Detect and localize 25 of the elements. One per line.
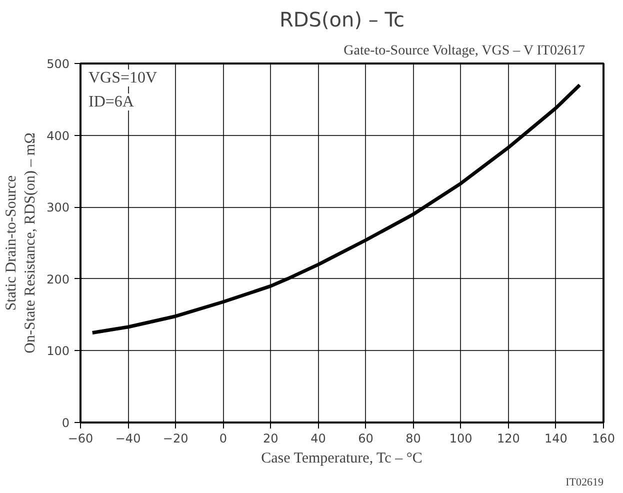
x-tick-label: 80 [406, 432, 421, 446]
y-tick-label: 100 [46, 344, 70, 358]
y-tick-label: 0 [62, 416, 70, 430]
annotation: ID=6A [88, 94, 134, 110]
x-tick-label: −20 [162, 432, 188, 446]
annotation: VGS=10V [88, 70, 158, 86]
x-tick-label: 40 [310, 432, 326, 446]
text: IT02619 [566, 476, 604, 488]
chart-title: RDS(on) – Tc [279, 8, 405, 32]
x-axis-title: Case Temperature, Tc – °C [261, 450, 422, 466]
x-tick-label: 60 [358, 432, 374, 446]
y-tick-label: 200 [46, 272, 70, 286]
y-tick-label: 500 [46, 57, 70, 71]
x-tick-label: 20 [263, 432, 278, 446]
text: Gate-to-Source Voltage, VGS – V IT02617 [344, 44, 585, 58]
y-axis-title: Static Drain-to-Source On-State Resistance, RDS(on) – mΩ [3, 132, 39, 354]
y-tick-label: 300 [46, 200, 70, 215]
x-tick-label: 120 [496, 432, 520, 446]
x-tick-label: 140 [544, 432, 568, 446]
x-tick-label: −60 [68, 432, 94, 446]
x-tick-label: 160 [592, 432, 615, 446]
x-tick-label: 100 [449, 432, 472, 446]
x-tick-label: −40 [115, 432, 141, 446]
y-tick-label: 400 [46, 128, 70, 143]
x-tick-label: 0 [219, 432, 227, 446]
